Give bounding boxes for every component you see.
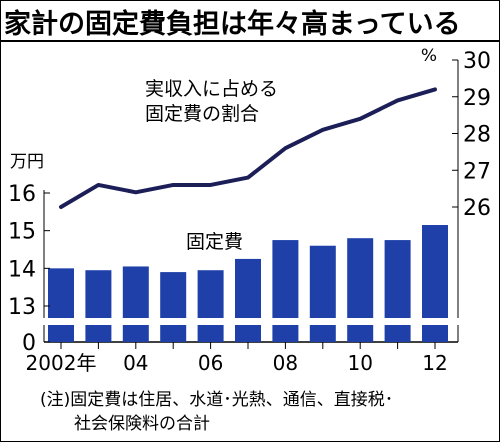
x-tick-label: 06 <box>198 351 223 375</box>
x-tick-label: 12 <box>422 351 447 375</box>
bar-2006 <box>197 270 224 342</box>
right-tick-label: 30 <box>463 49 491 74</box>
bar-2004 <box>122 266 149 342</box>
bar-series-label: 固定費 <box>186 231 243 253</box>
bar-2007 <box>235 258 261 342</box>
line-series-label-line1: 実収入に占める <box>145 78 278 100</box>
right-tick-label: 26 <box>463 196 491 221</box>
line-series-label-line2: 固定費の割合 <box>145 103 259 125</box>
axis-break-band <box>40 318 460 325</box>
left-tick-label: 14 <box>8 257 36 282</box>
x-tick-label: 04 <box>123 351 148 375</box>
title-rule <box>0 40 500 42</box>
x-tick-label: 2002年 <box>26 351 97 375</box>
left-tick-label: 0 <box>22 331 36 356</box>
bar-2010 <box>347 238 374 342</box>
bar-2008 <box>272 240 299 342</box>
left-tick-label: 13 <box>8 295 36 320</box>
left-tick-label: 16 <box>8 182 36 207</box>
x-tick-label: 10 <box>347 351 372 375</box>
bar-2005 <box>160 272 187 342</box>
bar-2003 <box>85 270 112 342</box>
left-tick-label: 15 <box>8 220 36 245</box>
right-tick-label: 28 <box>463 123 491 148</box>
footnote-line1: (注)固定費は住居、水道･光熱、通信、直接税･ <box>40 390 394 410</box>
bar-2009 <box>309 245 336 342</box>
bar-2002 <box>48 268 74 342</box>
right-axis-unit: % <box>421 46 437 66</box>
chart-title: 家計の固定費負担は年々高まっている <box>4 9 461 40</box>
bar-2011 <box>384 240 411 342</box>
right-tick-label: 27 <box>463 159 491 184</box>
footnote-line2: 社会保険料の合計 <box>74 414 210 434</box>
x-tick-label: 08 <box>273 351 298 375</box>
right-tick-label: 29 <box>463 86 491 111</box>
left-axis-unit: 万円 <box>10 152 44 172</box>
